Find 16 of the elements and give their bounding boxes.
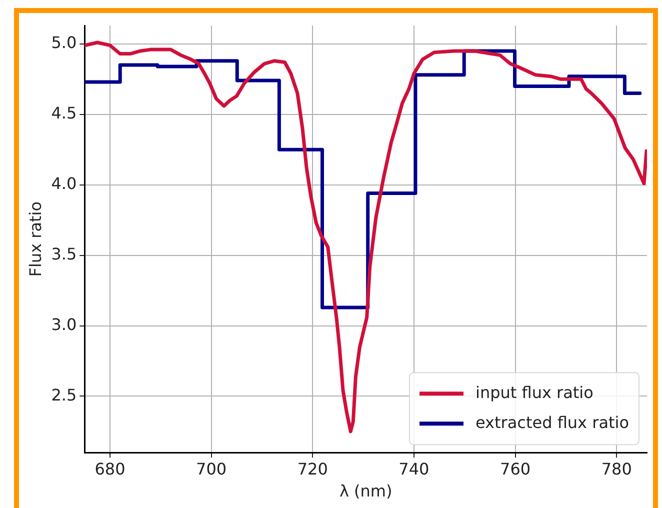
- x-tick-label: 680: [94, 459, 126, 478]
- y-tick-label: 5.0: [51, 33, 77, 52]
- x-tick-label: 740: [398, 459, 430, 478]
- x-tick-label: 720: [297, 459, 328, 478]
- y-tick-label: 2.5: [51, 385, 77, 404]
- legend-label: input flux ratio: [475, 382, 594, 402]
- y-tick-label: 4.0: [51, 174, 77, 193]
- x-tick-label: 760: [500, 459, 531, 478]
- legend-label: extracted flux ratio: [475, 412, 630, 432]
- x-axis-title: λ (nm): [339, 482, 392, 501]
- y-tick-label: 3.0: [51, 314, 77, 334]
- x-tick-label: 700: [196, 459, 227, 478]
- y-tick-label: 3.5: [51, 244, 77, 264]
- x-tick-label: 780: [601, 459, 632, 478]
- y-tick-label: 4.5: [51, 104, 77, 123]
- y-axis-title: Flux ratio: [26, 201, 45, 277]
